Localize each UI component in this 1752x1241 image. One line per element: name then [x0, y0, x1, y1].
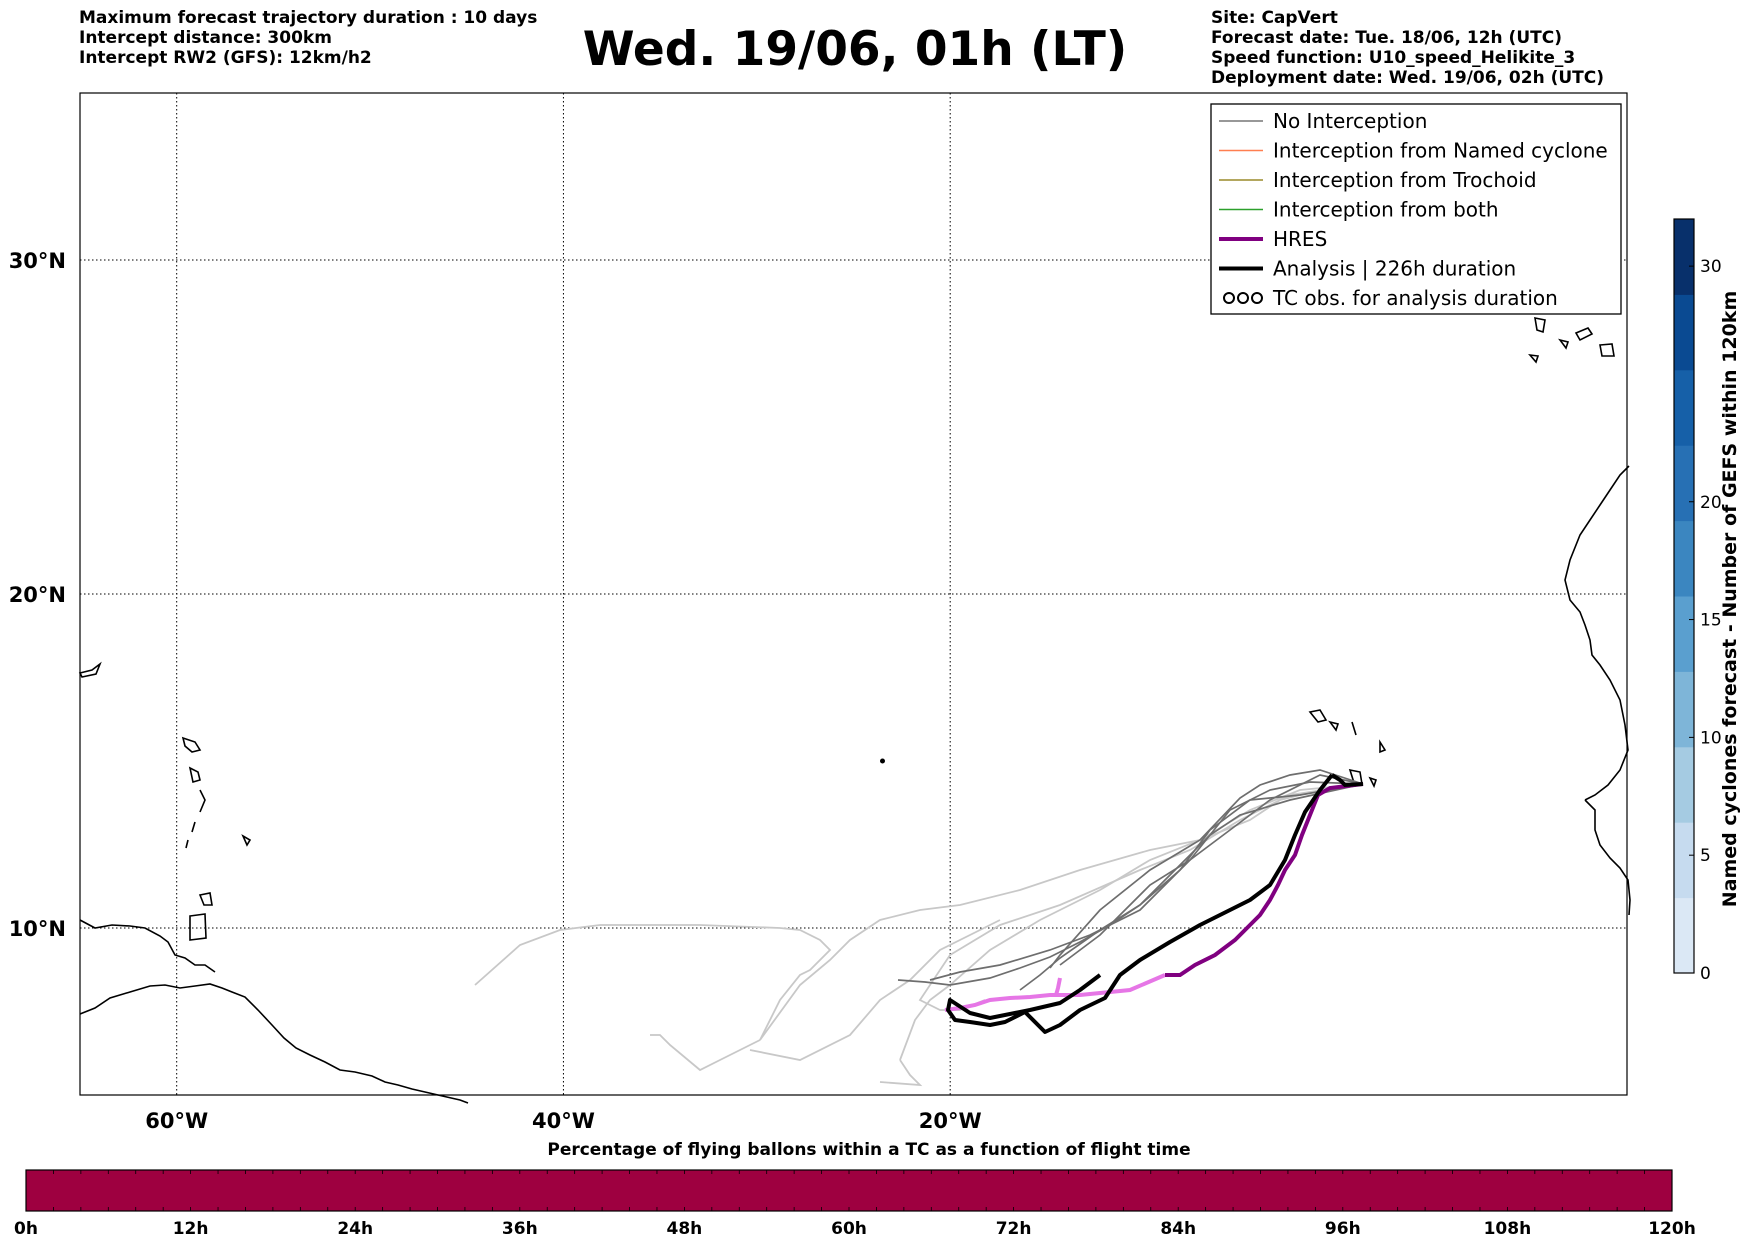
deployment-date-text: Deployment date: Wed. 19/06, 02h (UTC) — [1211, 68, 1605, 88]
tc-obs-symbol-icon — [1251, 292, 1263, 304]
trajectory-faint — [918, 783, 1364, 1011]
trajectories — [474, 758, 1364, 1087]
hres-trajectory — [1165, 782, 1364, 977]
coastline-tobago — [198, 892, 213, 906]
flight-time-tick-label: 36h — [502, 1219, 538, 1239]
cyclone-colorbar-label: Named cyclones forecast - Number of GEFS… — [1719, 290, 1741, 908]
legend-label: HRES — [1273, 227, 1327, 251]
cyclone-colorbar-frame — [1673, 218, 1695, 974]
cyclone-colorbar-tick-label: 0 — [1700, 964, 1711, 984]
lon-tick-label: 60°W — [145, 1109, 208, 1133]
lon-tick-label: 20°W — [919, 1109, 982, 1133]
coastline-north-africa — [1564, 465, 1630, 801]
cyclone-colorbar-segment — [1674, 822, 1694, 899]
lat-tick-label: 20°N — [9, 583, 66, 607]
cyclone-colorbar-tick-label: 20 — [1700, 493, 1722, 513]
coastline-martinique — [188, 766, 201, 784]
analysis-trajectory-start — [1330, 773, 1364, 788]
cyclone-colorbar-tick-label: 30 — [1700, 257, 1722, 277]
cyclone-colorbar-segment — [1674, 746, 1694, 823]
trajectory-faint — [749, 919, 1001, 1061]
cyclone-colorbar-tick-label: 5 — [1700, 846, 1711, 866]
flight-time-tick-label: 12h — [173, 1219, 209, 1239]
intercept-distance-text: Intercept distance: 300km — [79, 28, 332, 48]
coastline-west-africa — [1584, 799, 1631, 916]
coastline-barbados — [241, 834, 252, 847]
legend-label: Interception from Trochoid — [1273, 168, 1537, 192]
map-legend: No Interception Interception from Named c… — [1210, 103, 1622, 315]
trajectory-faint — [650, 1034, 761, 1072]
coastline-lesser-antilles — [185, 789, 206, 849]
forecast-parameters: Maximum forecast trajectory duration : 1… — [79, 8, 537, 68]
legend-label: TC obs. for analysis duration — [1272, 286, 1558, 310]
site-marker — [880, 758, 886, 764]
coastline-cape-verde-north — [1308, 709, 1387, 754]
cyclone-colorbar-segment — [1674, 520, 1694, 597]
lat-tick-label: 30°N — [9, 249, 66, 273]
site-text: Site: CapVert — [1211, 8, 1338, 28]
tc-obs-symbol-icon — [1237, 292, 1249, 304]
hres-trajectory-pink-branch — [1054, 977, 1062, 996]
speed-function-text: Speed function: U10_speed_Helikite_3 — [1211, 48, 1576, 68]
cyclone-colorbar-segment — [1674, 596, 1694, 672]
trajectory-no-interception — [1059, 781, 1364, 966]
forecast-metadata: Site: CapVert Forecast date: Tue. 18/06,… — [1211, 8, 1604, 88]
cyclone-colorbar-segment — [1674, 445, 1694, 522]
flight-time-colorbar-label: Percentage of flying ballons within a TC… — [547, 1140, 1190, 1160]
trajectory-no-interception — [897, 783, 1364, 986]
coastline-puerto-rico — [78, 661, 102, 678]
trajectory-duration-text: Maximum forecast trajectory duration : 1… — [79, 8, 538, 28]
flight-time-tick-label: 24h — [337, 1219, 373, 1239]
coastline-venezuela-coast — [79, 919, 216, 973]
flight-time-tick-label: 72h — [996, 1219, 1032, 1239]
cyclone-colorbar: 0 5 10 15 20 30 — [1673, 218, 1722, 984]
page-title: Wed. 19/06, 01h (LT) — [582, 22, 1128, 77]
cyclone-colorbar-segment — [1674, 897, 1694, 974]
coastline-guadeloupe — [181, 736, 202, 753]
legend-label: Interception from Named cyclone — [1273, 139, 1608, 163]
flight-time-tick-label: 120h — [1648, 1219, 1696, 1239]
coastline-trinidad — [189, 913, 207, 941]
flight-time-tick-label: 60h — [831, 1219, 867, 1239]
cyclone-colorbar-tick-label: 15 — [1700, 611, 1722, 631]
trajectory-faint — [879, 1059, 923, 1087]
coastline-south-america — [79, 983, 469, 1104]
flight-time-colorbar: Percentage of flying ballons within a TC… — [14, 1140, 1696, 1239]
analysis-trajectory — [946, 773, 1334, 1034]
cyclone-colorbar-segment — [1674, 294, 1694, 371]
flight-time-tick-label: 108h — [1484, 1219, 1532, 1239]
legend-label: Interception from both — [1273, 198, 1499, 222]
coastline-canary-islands — [1528, 316, 1615, 364]
cyclone-colorbar-segment — [1674, 219, 1694, 295]
trajectory-no-interception — [1049, 769, 1364, 969]
flight-time-tick-label: 84h — [1160, 1219, 1196, 1239]
flight-time-tick-label: 0h — [14, 1219, 38, 1239]
flight-time-tick-label: 96h — [1325, 1219, 1361, 1239]
coastlines — [78, 316, 1631, 1104]
flight-time-tick-label: 48h — [667, 1219, 703, 1239]
flight-time-colorbar-fill — [25, 1169, 1673, 1212]
trajectory-no-interception — [1019, 783, 1364, 991]
legend-label: Analysis | 226h duration — [1273, 257, 1516, 281]
cyclone-colorbar-segment — [1674, 671, 1694, 748]
intercept-rw2-text: Intercept RW2 (GFS): 12km/h2 — [79, 48, 372, 68]
legend-label: No Interception — [1273, 109, 1427, 133]
tc-obs-symbol-icon — [1223, 292, 1235, 304]
trajectory-faint — [899, 783, 1364, 1061]
legend-box — [1210, 103, 1622, 315]
forecast-date-text: Forecast date: Tue. 18/06, 12h (UTC) — [1211, 28, 1562, 48]
trajectory-no-interception — [929, 774, 1364, 981]
cyclone-colorbar-segment — [1674, 369, 1694, 446]
cyclone-colorbar-tick-label: 10 — [1700, 728, 1722, 748]
trajectory-faint — [474, 924, 832, 1041]
lon-tick-label: 40°W — [532, 1109, 595, 1133]
lat-tick-label: 10°N — [9, 917, 66, 941]
